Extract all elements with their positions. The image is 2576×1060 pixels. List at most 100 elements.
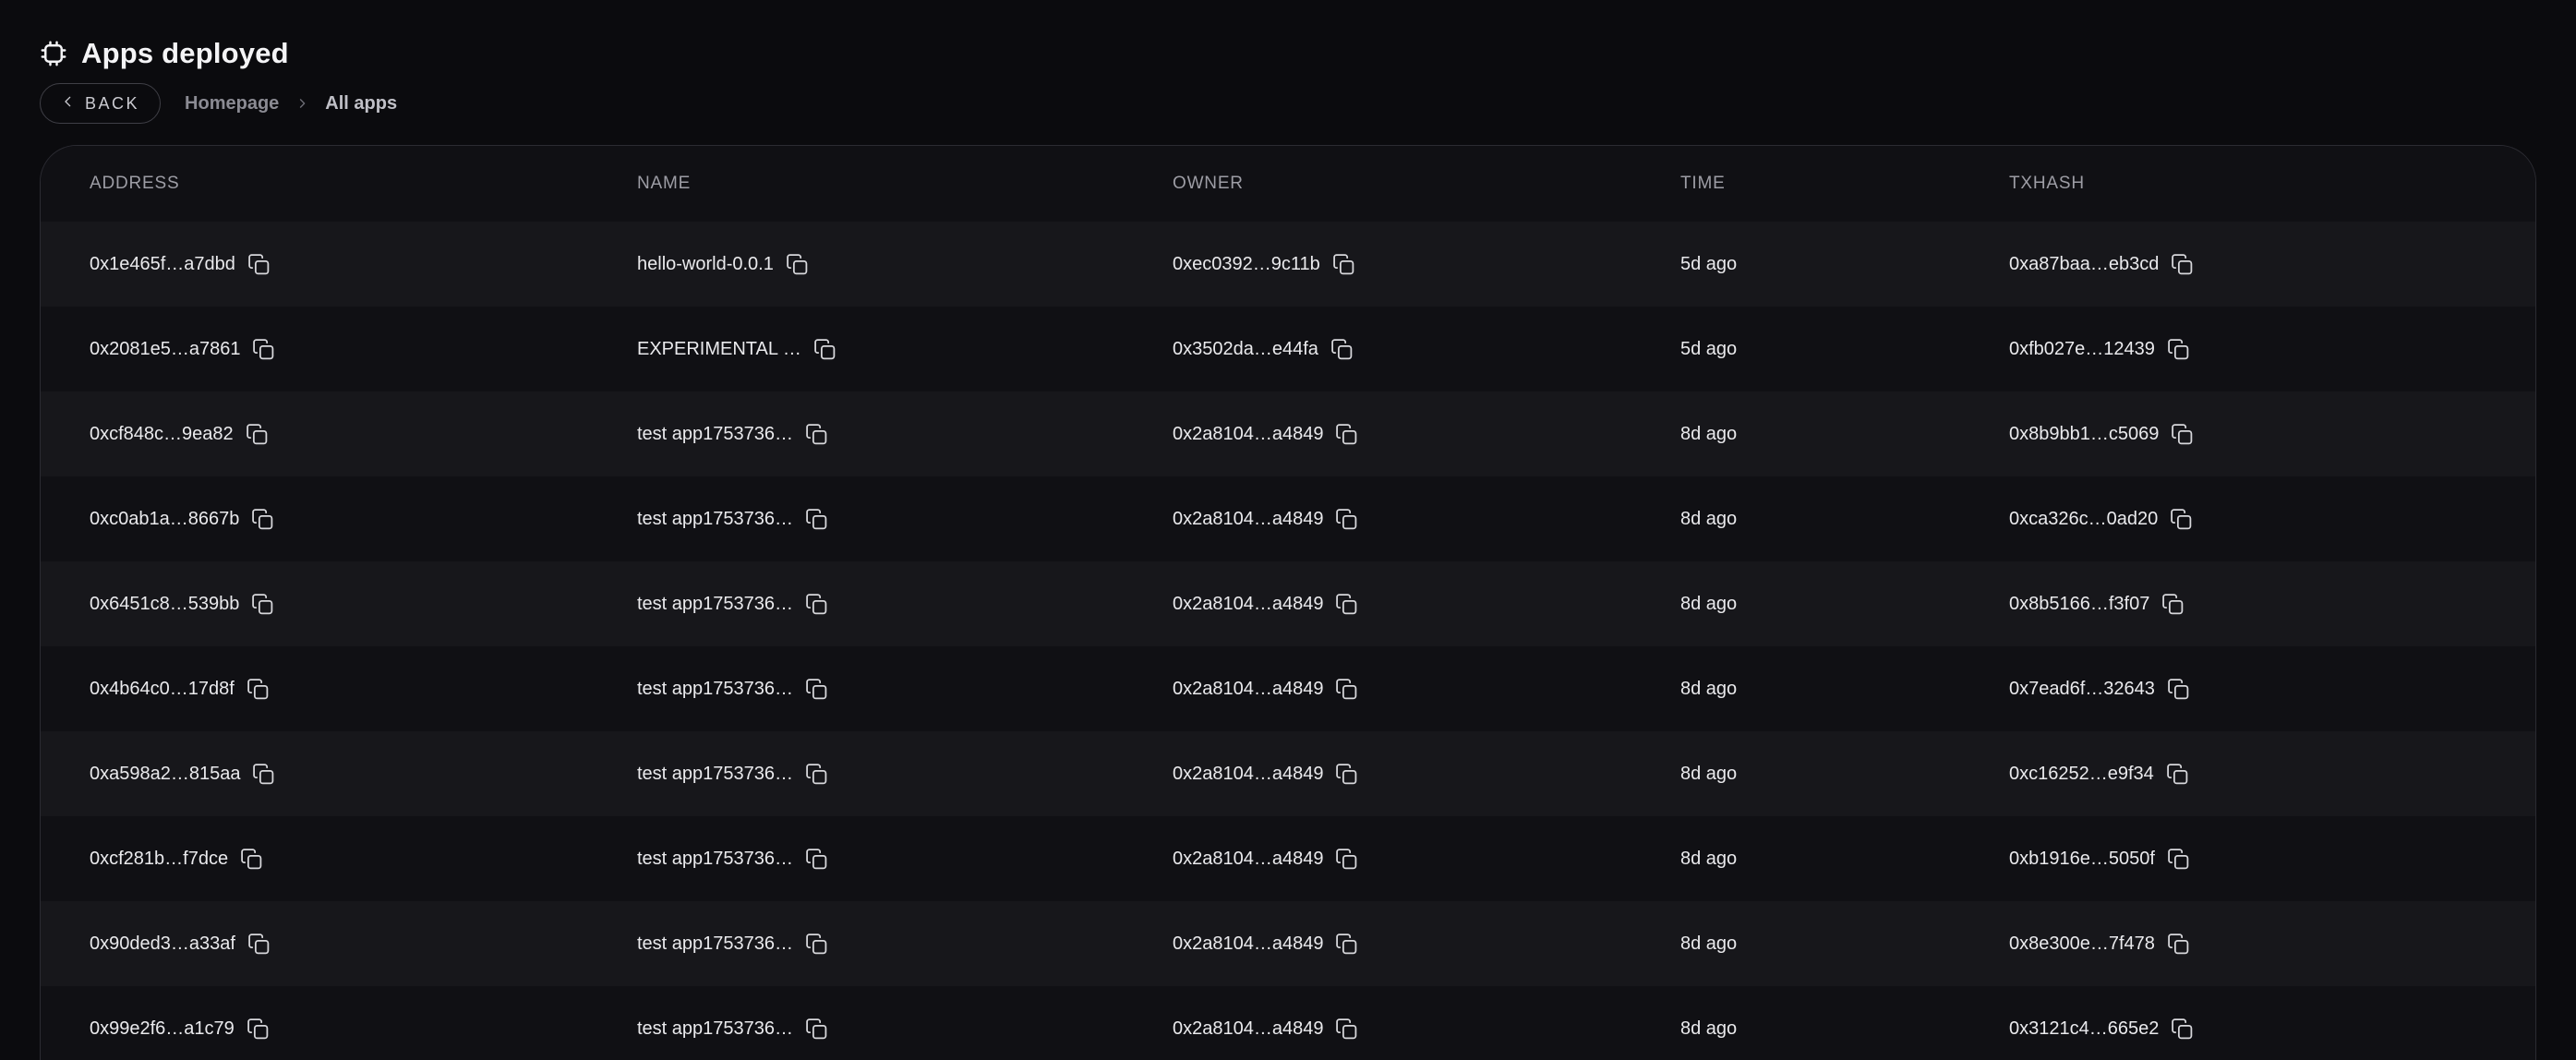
copy-icon[interactable] <box>252 338 275 361</box>
cell-address: 0x2081e5…a7861 <box>90 338 637 361</box>
name-value: test app1753736… <box>637 763 794 784</box>
copy-icon[interactable] <box>247 933 271 956</box>
name-value: EXPERIMENTAL … <box>637 338 801 359</box>
name-value: test app1753736… <box>637 508 794 529</box>
copy-icon[interactable] <box>805 593 828 616</box>
cell-time: 8d ago <box>1680 509 2009 530</box>
copy-icon[interactable] <box>805 508 828 531</box>
page-title: Apps deployed <box>81 37 289 69</box>
cell-time: 5d ago <box>1680 254 2009 275</box>
table-row[interactable]: 0xcf848c…9ea82 test app1753736… 0x2a8104…a… <box>41 391 2535 476</box>
cell-name: test app1753736… <box>637 1018 1173 1041</box>
table-row[interactable]: 0x99e2f6…a1c79 test app1753736… 0x2a8104…a… <box>41 986 2535 1060</box>
cell-name: test app1753736… <box>637 508 1173 531</box>
copy-icon[interactable] <box>2171 1018 2194 1041</box>
address-value: 0x99e2f6…a1c79 <box>90 1018 235 1039</box>
table-row[interactable]: 0x90ded3…a33af test app1753736… 0x2a8104…a… <box>41 901 2535 986</box>
back-button-label: BACK <box>85 93 140 113</box>
copy-icon[interactable] <box>2171 423 2194 446</box>
time-value: 5d ago <box>1680 253 1738 274</box>
copy-icon[interactable] <box>1335 593 1358 616</box>
copy-icon[interactable] <box>1335 1018 1358 1041</box>
cell-txhash: 0xfb027e…12439 <box>2009 338 2535 361</box>
column-header-time: TIME <box>1680 174 1726 193</box>
copy-icon[interactable] <box>2167 933 2190 956</box>
copy-icon[interactable] <box>1335 763 1358 786</box>
copy-icon[interactable] <box>252 763 275 786</box>
table-row[interactable]: 0xcf281b…f7dce test app1753736… 0x2a8104…a… <box>41 816 2535 901</box>
copy-icon[interactable] <box>247 253 271 276</box>
cell-time: 8d ago <box>1680 934 2009 955</box>
copy-icon[interactable] <box>240 848 263 871</box>
copy-icon[interactable] <box>1335 508 1358 531</box>
address-value: 0xa598a2…815aa <box>90 763 241 784</box>
cell-owner: 0x2a8104…a4849 <box>1173 593 1680 616</box>
copy-icon[interactable] <box>251 508 274 531</box>
copy-icon[interactable] <box>247 678 270 701</box>
copy-icon[interactable] <box>805 933 828 956</box>
copy-icon[interactable] <box>2167 338 2190 361</box>
copy-icon[interactable] <box>805 678 828 701</box>
copy-icon[interactable] <box>805 1018 828 1041</box>
copy-icon[interactable] <box>1335 678 1358 701</box>
cell-owner: 0x2a8104…a4849 <box>1173 763 1680 786</box>
address-value: 0x2081e5…a7861 <box>90 338 241 359</box>
copy-icon[interactable] <box>1335 933 1358 956</box>
cell-txhash: 0x8b9bb1…c5069 <box>2009 423 2535 446</box>
cell-name: hello-world-0.0.1 <box>637 253 1173 276</box>
table-row[interactable]: 0x1e465f…a7dbd hello-world-0.0.1 0xec0392…… <box>41 222 2535 307</box>
cell-time: 8d ago <box>1680 679 2009 700</box>
cell-owner: 0x2a8104…a4849 <box>1173 508 1680 531</box>
copy-icon[interactable] <box>1332 253 1355 276</box>
copy-icon[interactable] <box>805 423 828 446</box>
cell-name: test app1753736… <box>637 593 1173 616</box>
cell-txhash: 0xa87baa…eb3cd <box>2009 253 2535 276</box>
copy-icon[interactable] <box>2166 763 2189 786</box>
txhash-value: 0x8b9bb1…c5069 <box>2009 423 2160 444</box>
copy-icon[interactable] <box>805 763 828 786</box>
table-row[interactable]: 0x4b64c0…17d8f test app1753736… 0x2a8104…a… <box>41 646 2535 731</box>
cell-address: 0x90ded3…a33af <box>90 933 637 956</box>
breadcrumb-homepage[interactable]: Homepage <box>185 92 280 114</box>
time-value: 8d ago <box>1680 1018 1738 1039</box>
copy-icon[interactable] <box>2167 678 2190 701</box>
owner-value: 0x3502da…e44fa <box>1173 338 1318 359</box>
cell-name: test app1753736… <box>637 763 1173 786</box>
name-value: test app1753736… <box>637 1018 794 1039</box>
cell-address: 0x4b64c0…17d8f <box>90 678 637 701</box>
copy-icon[interactable] <box>2170 508 2193 531</box>
copy-icon[interactable] <box>2161 593 2185 616</box>
cell-address: 0x6451c8…539bb <box>90 593 637 616</box>
table-row[interactable]: 0x6451c8…539bb test app1753736… 0x2a8104…a… <box>41 561 2535 646</box>
address-value: 0x4b64c0…17d8f <box>90 678 235 699</box>
cell-owner: 0x3502da…e44fa <box>1173 338 1680 361</box>
table-row[interactable]: 0x2081e5…a7861 EXPERIMENTAL … 0x3502da…e44… <box>41 307 2535 391</box>
cell-txhash: 0xc16252…e9f34 <box>2009 763 2535 786</box>
copy-icon[interactable] <box>247 1018 270 1041</box>
back-button[interactable]: BACK <box>40 83 162 124</box>
column-header-txhash: TXHASH <box>2009 174 2085 193</box>
page-header: Apps deployed <box>0 0 2576 70</box>
copy-icon[interactable] <box>1335 848 1358 871</box>
copy-icon[interactable] <box>1330 338 1354 361</box>
copy-icon[interactable] <box>1335 423 1358 446</box>
address-value: 0x1e465f…a7dbd <box>90 253 235 274</box>
owner-value: 0xec0392…9c11b <box>1173 253 1320 274</box>
time-value: 8d ago <box>1680 848 1738 869</box>
copy-icon[interactable] <box>813 338 837 361</box>
copy-icon[interactable] <box>246 423 269 446</box>
copy-icon[interactable] <box>805 848 828 871</box>
cell-address: 0x99e2f6…a1c79 <box>90 1018 637 1041</box>
time-value: 8d ago <box>1680 763 1738 784</box>
copy-icon[interactable] <box>2167 848 2190 871</box>
cell-owner: 0xec0392…9c11b <box>1173 253 1680 276</box>
cell-time: 8d ago <box>1680 849 2009 870</box>
copy-icon[interactable] <box>786 253 809 276</box>
txhash-value: 0xfb027e…12439 <box>2009 338 2155 359</box>
cell-txhash: 0xb1916e…5050f <box>2009 848 2535 871</box>
table-row[interactable]: 0xa598a2…815aa test app1753736… 0x2a8104…a… <box>41 731 2535 816</box>
table-row[interactable]: 0xc0ab1a…8667b test app1753736… 0x2a8104…a… <box>41 476 2535 561</box>
copy-icon[interactable] <box>2171 253 2194 276</box>
copy-icon[interactable] <box>251 593 274 616</box>
